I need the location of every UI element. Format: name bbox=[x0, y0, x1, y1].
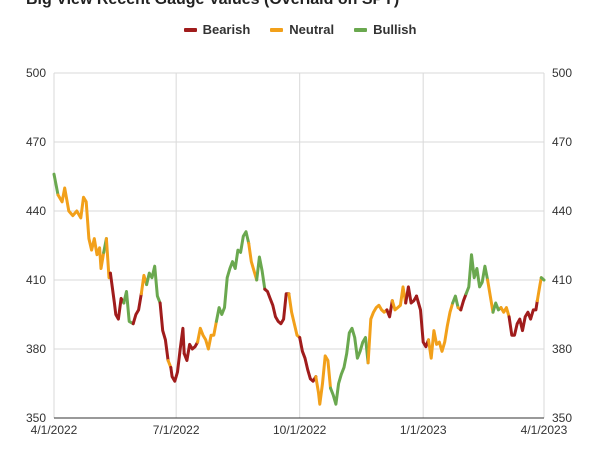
chart-legend: Bearish Neutral Bullish bbox=[0, 22, 600, 37]
series-segment-neutral bbox=[139, 273, 149, 296]
series-segment-neutral bbox=[499, 306, 511, 319]
x-tick-label: 7/1/2022 bbox=[153, 423, 200, 437]
legend-label-bearish: Bearish bbox=[202, 22, 251, 37]
y-tick-right: 440 bbox=[552, 204, 572, 218]
series-segment-bullish bbox=[122, 290, 135, 326]
series-segment-bullish bbox=[145, 264, 162, 305]
legend-item-bullish: Bullish bbox=[354, 22, 416, 37]
series-segment-neutral bbox=[314, 354, 332, 406]
y-tick-left: 350 bbox=[26, 411, 46, 425]
series-segment-bearish bbox=[169, 326, 186, 383]
series-segment-bullish bbox=[491, 301, 503, 314]
series-segment-bearish bbox=[182, 340, 200, 362]
series-segment-bullish bbox=[464, 253, 490, 296]
gridlines bbox=[53, 72, 545, 419]
legend-swatch-bullish bbox=[354, 27, 368, 32]
series-segment-bearish bbox=[131, 292, 143, 326]
series-segment-bearish bbox=[459, 292, 468, 312]
legend-swatch-neutral bbox=[270, 27, 284, 32]
series-segment-neutral bbox=[427, 301, 455, 360]
x-tick-label: 4/1/2023 bbox=[521, 423, 568, 437]
series-segment-neutral bbox=[535, 276, 543, 303]
legend-swatch-bearish bbox=[183, 27, 197, 32]
series-segment-neutral bbox=[56, 186, 106, 270]
y-tick-left: 500 bbox=[26, 66, 46, 80]
legend-label-neutral: Neutral bbox=[289, 22, 335, 37]
axis-ticks: 350 350 380 380 410 410 440 440 470 470 500 500 4/1/… bbox=[26, 66, 572, 437]
series-segment-neutral bbox=[390, 285, 408, 312]
series-segment-bearish bbox=[385, 299, 394, 319]
y-tick-right: 380 bbox=[552, 342, 572, 356]
y-tick-right: 350 bbox=[552, 411, 572, 425]
series-segment-neutral bbox=[287, 292, 302, 339]
y-tick-left: 470 bbox=[26, 135, 46, 149]
series-segment-bullish bbox=[255, 255, 267, 291]
y-tick-right: 410 bbox=[552, 273, 572, 287]
y-tick-right: 500 bbox=[552, 66, 572, 80]
series-segment-bullish bbox=[52, 172, 60, 197]
series-segment-bearish bbox=[108, 271, 126, 321]
series-segment-bearish bbox=[298, 336, 318, 383]
y-tick-left: 440 bbox=[26, 204, 46, 218]
series-segment-neutral bbox=[366, 303, 389, 365]
price-line-series bbox=[52, 172, 546, 406]
series-segment-bullish bbox=[539, 276, 546, 282]
series-segment-bearish bbox=[507, 299, 539, 337]
series-segment-bearish bbox=[415, 294, 430, 349]
legend-item-neutral: Neutral bbox=[270, 22, 334, 37]
series-segment-bearish bbox=[404, 285, 418, 305]
series-segment-neutral bbox=[486, 278, 495, 314]
legend-item-bearish: Bearish bbox=[183, 22, 251, 37]
chart-title: Big View Recent Gauge Values (Overlaid o… bbox=[26, 0, 399, 9]
x-tick-label: 1/1/2023 bbox=[400, 423, 447, 437]
series-segment-bearish bbox=[263, 287, 291, 326]
series-segment-bearish bbox=[158, 301, 170, 362]
x-tick-label: 10/1/2022 bbox=[273, 423, 327, 437]
y-tick-right: 470 bbox=[552, 135, 572, 149]
legend-label-bullish: Bullish bbox=[373, 22, 417, 37]
series-segment-bullish bbox=[451, 294, 460, 310]
series-segment-bullish bbox=[329, 326, 370, 406]
y-tick-left: 410 bbox=[26, 273, 46, 287]
x-tick-label: 4/1/2022 bbox=[31, 423, 78, 437]
series-segment-bullish bbox=[214, 230, 251, 323]
y-tick-left: 380 bbox=[26, 342, 46, 356]
series-segment-neutral bbox=[196, 319, 218, 351]
series-segment-neutral bbox=[247, 241, 259, 282]
